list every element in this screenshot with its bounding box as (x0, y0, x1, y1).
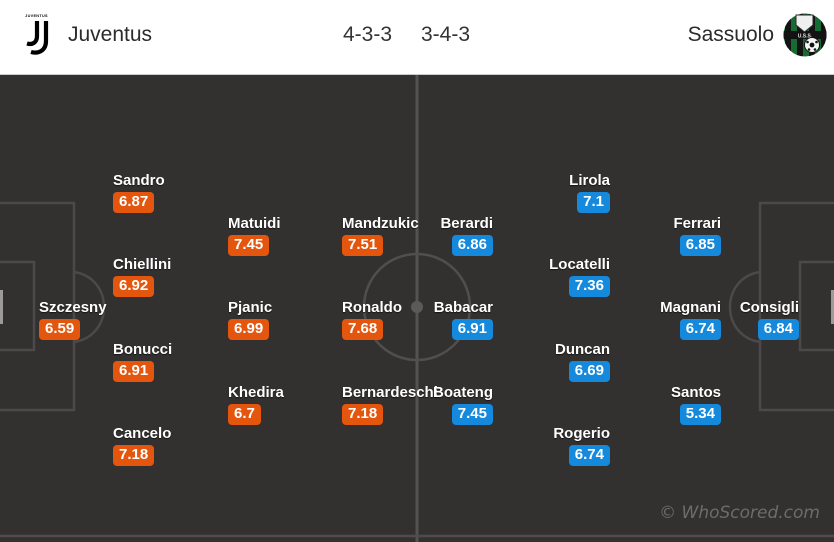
player-name[interactable]: Ronaldo (342, 299, 402, 316)
player-name[interactable]: Ferrari (673, 215, 721, 232)
penalty-arc-left (73, 270, 106, 344)
player-rating-badge: 6.86 (451, 235, 493, 256)
player-rating-badge: 7.1 (577, 192, 610, 213)
player-name[interactable]: Pjanic (228, 299, 273, 316)
player-name[interactable]: Magnani (660, 299, 721, 316)
player-name[interactable]: Chiellini (113, 256, 172, 273)
player-rating-badge: 6.59 (39, 319, 81, 340)
six-yard-box-right (798, 260, 834, 352)
player-magnani[interactable]: Magnani 6.74 (660, 300, 721, 340)
player-rating-badge: 6.7 (228, 404, 261, 425)
center-circle (362, 252, 472, 362)
player-name[interactable]: Cancelo (113, 425, 172, 442)
player-name[interactable]: Mandzukic (342, 215, 419, 232)
player-name[interactable]: Santos (670, 384, 721, 401)
player-mandzukic[interactable]: Mandzukic 7.51 (342, 216, 419, 256)
player-consigli[interactable]: Consigli 6.84 (740, 300, 799, 340)
player-rating-badge: 6.85 (679, 235, 721, 256)
away-formation: 3-4-3 (421, 23, 471, 46)
player-lirola[interactable]: Lirola 7.1 (569, 173, 610, 213)
player-rating-badge: 7.45 (228, 235, 270, 256)
player-name[interactable]: Szczesny (39, 299, 107, 316)
home-formation: 4-3-3 (343, 23, 393, 46)
match-header: JUVENTUS Juventus 4-3-3 3-4-3 Sassuolo (0, 0, 834, 75)
player-rating-badge: 6.99 (228, 319, 270, 340)
player-name[interactable]: Boateng (433, 384, 493, 401)
svg-text:U.S.S.: U.S.S. (798, 34, 813, 40)
player-name[interactable]: Duncan (554, 341, 610, 358)
player-rating-badge: 6.91 (113, 361, 155, 382)
home-team-name[interactable]: Juventus (68, 23, 153, 46)
svg-text:JUVENTUS: JUVENTUS (25, 14, 48, 18)
player-rating-badge: 6.87 (113, 192, 155, 213)
player-rating-badge: 6.92 (113, 276, 155, 297)
player-sandro[interactable]: Sandro 6.87 (113, 173, 165, 213)
player-pjanic[interactable]: Pjanic 6.99 (228, 300, 272, 340)
whoscored-watermark: © WhoScored.com (659, 503, 820, 523)
player-rating-badge: 7.18 (113, 445, 155, 466)
player-matuidi[interactable]: Matuidi 7.45 (228, 216, 281, 256)
player-name[interactable]: Locatelli (549, 256, 610, 273)
six-yard-box-left (0, 260, 36, 352)
player-name[interactable]: Lirola (569, 172, 610, 189)
player-name[interactable]: Sandro (113, 172, 165, 189)
player-rating-badge: 7.18 (342, 404, 384, 425)
player-rating-badge: 6.91 (451, 319, 493, 340)
player-name[interactable]: Khedira (228, 384, 284, 401)
player-bernardeschi[interactable]: Bernardeschi 7.18 (342, 385, 438, 425)
player-szczesny[interactable]: Szczesny 6.59 (39, 300, 107, 340)
player-rating-badge: 7.36 (568, 276, 610, 297)
player-rating-badge: 6.69 (568, 361, 610, 382)
player-locatelli[interactable]: Locatelli 7.36 (549, 257, 610, 297)
player-rating-badge: 5.34 (679, 404, 721, 425)
player-name[interactable]: Rogerio (553, 425, 610, 442)
player-bonucci[interactable]: Bonucci 6.91 (113, 342, 172, 382)
player-khedira[interactable]: Khedira 6.7 (228, 385, 284, 425)
player-ferrari[interactable]: Ferrari 6.85 (673, 216, 721, 256)
player-berardi[interactable]: Berardi 6.86 (440, 216, 493, 256)
player-rating-badge: 6.74 (679, 319, 721, 340)
player-cancelo[interactable]: Cancelo 7.18 (113, 426, 171, 466)
player-name[interactable]: Berardi (440, 215, 493, 232)
penalty-arc-right (728, 270, 761, 344)
player-name[interactable]: Matuidi (228, 215, 281, 232)
player-rating-badge: 7.45 (451, 404, 493, 425)
center-spot (411, 301, 423, 313)
penalty-box-right (758, 201, 834, 412)
player-rating-badge: 6.84 (757, 319, 799, 340)
player-duncan[interactable]: Duncan 6.69 (555, 342, 610, 382)
player-rating-badge: 7.68 (342, 319, 384, 340)
player-chiellini[interactable]: Chiellini 6.92 (113, 257, 171, 297)
pitch-markings (0, 75, 834, 542)
player-name[interactable]: Consigli (739, 299, 799, 316)
player-santos[interactable]: Santos 5.34 (671, 385, 721, 425)
player-rogerio[interactable]: Rogerio 6.74 (553, 426, 610, 466)
player-boateng[interactable]: Boateng 7.45 (433, 385, 493, 425)
player-rating-badge: 6.74 (568, 445, 610, 466)
player-name[interactable]: Bonucci (113, 341, 173, 358)
player-babacar[interactable]: Babacar 6.91 (434, 300, 493, 340)
juventus-logo-icon: JUVENTUS (24, 11, 49, 64)
player-rating-badge: 7.51 (342, 235, 384, 256)
penalty-box-left (0, 201, 76, 412)
sassuolo-logo-icon: U.S.S. (782, 12, 828, 63)
away-team-name[interactable]: Sassuolo (687, 23, 774, 46)
player-name[interactable]: Babacar (433, 299, 493, 316)
player-name[interactable]: Bernardeschi (342, 384, 438, 401)
player-ronaldo[interactable]: Ronaldo 7.68 (342, 300, 402, 340)
